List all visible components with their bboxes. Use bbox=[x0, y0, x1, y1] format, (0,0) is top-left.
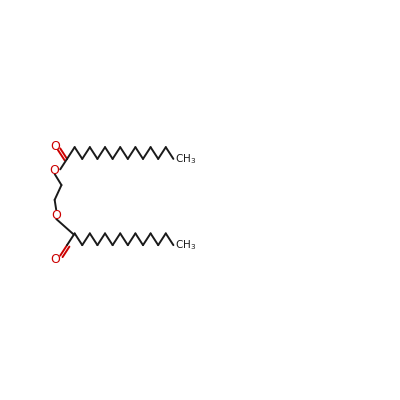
Text: CH$_3$: CH$_3$ bbox=[175, 152, 196, 166]
Text: CH$_3$: CH$_3$ bbox=[175, 238, 196, 252]
Text: O: O bbox=[50, 253, 60, 266]
Text: O: O bbox=[50, 164, 60, 177]
Text: O: O bbox=[51, 209, 61, 222]
Text: O: O bbox=[50, 140, 60, 153]
